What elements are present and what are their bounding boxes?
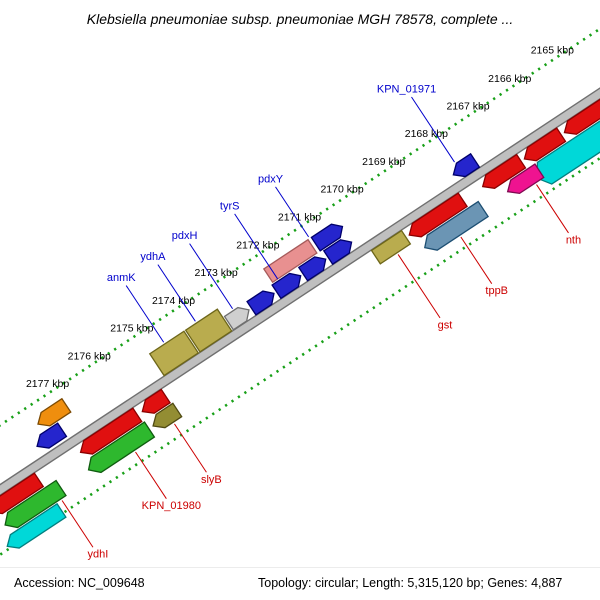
ruler-label: 2175 kbp <box>110 323 153 335</box>
gene-label-anmK[interactable]: anmK <box>107 272 136 284</box>
ruler-label: 2176 kbp <box>68 351 111 363</box>
label-connector <box>125 285 165 343</box>
genome-viewer-canvas[interactable]: 2177 kbp 2176 kbp 2175 kbp 2174 kbp 2173… <box>0 0 600 568</box>
gene-arrow-KPN_01980[interactable] <box>84 421 156 477</box>
forward-strand-genes <box>33 152 481 453</box>
ruler-label: 2170 kbp <box>320 184 363 196</box>
ruler-label: 2168 kbp <box>405 128 448 140</box>
ruler-label: 2165 kbp <box>531 45 574 57</box>
topology-text: Topology: circular; Length: 5,315,120 bp… <box>258 576 563 590</box>
label-connector <box>460 236 493 284</box>
ruler-label: 2167 kbp <box>446 100 489 112</box>
label-connector <box>397 254 441 319</box>
label-connector <box>234 213 279 280</box>
gene-label-nth[interactable]: nth <box>566 234 581 246</box>
gene-arrow-ydhI[interactable] <box>0 479 67 533</box>
gene-label-slyB[interactable]: slyB <box>201 474 222 486</box>
label-connector <box>61 500 94 548</box>
gene-arrow-KPN_01971[interactable] <box>449 152 481 182</box>
label-connector <box>411 96 455 163</box>
label-connector <box>536 184 569 234</box>
gene-block-ydhA[interactable] <box>184 308 233 353</box>
genome-track: 2177 kbp 2176 kbp 2175 kbp 2174 kbp 2173… <box>0 0 600 568</box>
gene-block-anmK[interactable] <box>148 330 200 377</box>
gene-arrow[interactable] <box>405 192 468 242</box>
gene-label-KPN_01980[interactable]: KPN_01980 <box>142 500 201 512</box>
ruler-label: 2171 kbp <box>278 212 321 224</box>
gene-label-tyrS[interactable]: tyrS <box>220 200 240 212</box>
gene-label-pdxH[interactable]: pdxH <box>172 230 198 242</box>
ruler-label: 2174 kbp <box>152 295 195 307</box>
label-connector <box>275 186 310 238</box>
gene-arrow[interactable] <box>530 97 600 189</box>
label-connector <box>135 451 167 499</box>
gene-label-tppB[interactable]: tppB <box>485 285 508 297</box>
gene-arrow[interactable] <box>33 422 68 453</box>
gene-arrow[interactable] <box>76 407 143 459</box>
gene-arrow[interactable] <box>34 397 72 431</box>
label-connector <box>174 423 207 473</box>
gene-arrow[interactable] <box>297 252 330 282</box>
gene-arrow[interactable] <box>0 472 45 518</box>
gene-block[interactable] <box>262 238 318 284</box>
gene-label-pdxY[interactable]: pdxY <box>258 173 284 185</box>
gene-label-gst[interactable]: gst <box>438 319 453 331</box>
gene-block-gst[interactable] <box>370 229 412 265</box>
accession-text: Accession: NC_009648 <box>14 576 145 590</box>
ruler-label: 2169 kbp <box>362 156 405 168</box>
gene-arrow[interactable] <box>310 220 347 252</box>
gene-arrow[interactable] <box>138 388 171 418</box>
gene-arrow-tyrS[interactable] <box>271 269 305 300</box>
label-connector <box>189 243 234 309</box>
label-connector <box>157 264 196 322</box>
sequence-title: Klebsiella pneumoniae subsp. pneumoniae … <box>86 11 514 27</box>
genome-backbone <box>0 0 600 561</box>
gene-arrow-pdxY[interactable] <box>322 235 356 266</box>
gene-arrow[interactable] <box>503 163 545 198</box>
gene-arrow-slyB[interactable] <box>149 402 183 432</box>
gene-arrow[interactable] <box>478 153 527 194</box>
ruler-label: 2172 kbp <box>236 239 279 251</box>
gene-arrow[interactable] <box>246 287 278 316</box>
gene-arrow[interactable] <box>560 88 600 139</box>
gene-label-ydhA[interactable]: ydhA <box>140 251 166 263</box>
reverse-gene-labels: ydhI KPN_01980 slyB gst tppB nth <box>61 184 581 561</box>
gene-label-ydhI[interactable]: ydhI <box>88 549 109 561</box>
gene-label-KPN_01971[interactable]: KPN_01971 <box>377 83 436 95</box>
gene-arrow-pdxH[interactable] <box>223 303 254 331</box>
status-bar: Accession: NC_009648 Topology: circular;… <box>0 567 600 600</box>
ruler-label: 2177 kbp <box>26 378 69 390</box>
gene-arrow[interactable] <box>3 502 67 553</box>
gene-arrow-nth[interactable] <box>520 127 567 166</box>
reverse-strand-genes <box>0 88 600 553</box>
ruler-label: 2166 kbp <box>488 73 531 85</box>
gene-arrow-tppB[interactable] <box>420 200 490 256</box>
ruler-labels: 2177 kbp 2176 kbp 2175 kbp 2174 kbp 2173… <box>26 45 574 391</box>
ruler-label: 2173 kbp <box>194 267 237 279</box>
forward-gene-labels: anmK ydhA pdxH tyrS pdxY KPN_01971 <box>107 83 455 343</box>
